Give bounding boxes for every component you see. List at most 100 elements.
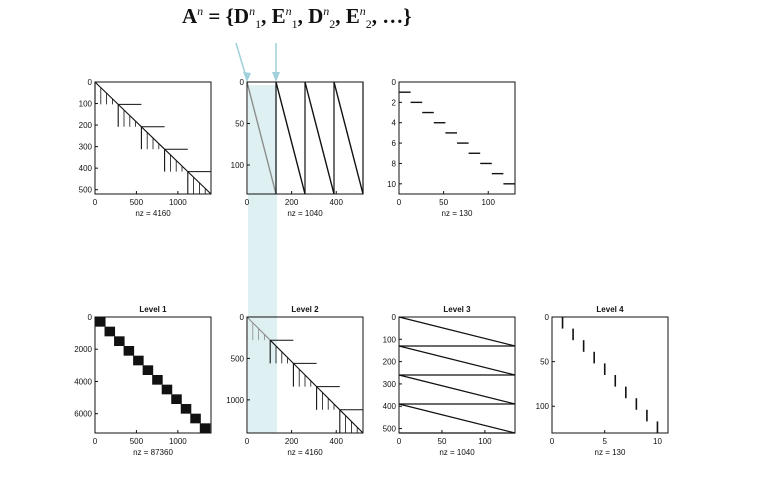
y-tick-label: 50 (235, 119, 244, 128)
x-tick-label: 1000 (169, 198, 187, 207)
y-tick-label: 500 (79, 186, 93, 195)
formula-matrix-a: A (182, 4, 198, 28)
y-tick-label: 0 (88, 313, 93, 322)
diagonal-block (152, 375, 163, 385)
y-tick-label: 500 (383, 425, 397, 434)
data-marks-q3 (398, 316, 516, 434)
x-tick-label: 0 (550, 437, 555, 446)
diagonal-block (190, 413, 201, 424)
formula-d1: D (233, 4, 250, 28)
y-tick-label: 0 (240, 78, 245, 87)
x-axis-label: nz = 4160 (287, 448, 323, 457)
data-marks-p3 (399, 91, 515, 185)
y-tick-label: 100 (383, 335, 397, 344)
y-tick-label: 0 (392, 313, 397, 322)
x-tick-label: 500 (130, 198, 144, 207)
formula-d2: D (308, 4, 324, 28)
panel-title: Level 1 (139, 305, 167, 314)
sawtooth-segment (304, 81, 335, 195)
sawtooth-segment (398, 403, 516, 434)
y-tick-label: 10 (387, 180, 396, 189)
x-tick-label: 400 (330, 437, 344, 446)
diagonal-block (171, 394, 182, 404)
sawtooth-segment (246, 81, 277, 195)
x-axis-label: nz = 130 (595, 448, 626, 457)
data-marks-q1 (95, 317, 211, 433)
y-tick-label: 4 (392, 119, 397, 128)
highlight-band (248, 85, 277, 433)
x-tick-label: 200 (285, 437, 299, 446)
y-tick-label: 500 (231, 354, 245, 363)
y-tick-label: 400 (79, 164, 93, 173)
panel-q1: 0 500 1000 0 2000 4000 6000 nz = 87360 Level 1 (74, 305, 212, 457)
formula-equals: = { (203, 4, 234, 28)
formula-sup-n: n (197, 4, 204, 18)
diagonal-block (123, 346, 135, 356)
x-tick-label: 0 (245, 198, 250, 207)
y-tick-label: 8 (392, 159, 397, 168)
axes-frame (398, 81, 516, 195)
panel-q2: 0 200 400 0 500 1000 nz = 4160 Level 2 (226, 305, 364, 457)
axes-frame (94, 316, 212, 434)
y-tick-label: 6 (392, 139, 397, 148)
y-tick-label: 50 (540, 358, 549, 367)
data-marks-p1 (94, 81, 212, 195)
x-axis-label: nz = 130 (442, 209, 473, 218)
data-marks-q2 (246, 316, 364, 434)
x-tick-label: 0 (397, 437, 402, 446)
x-tick-label: 0 (397, 198, 402, 207)
y-tick-label: 0 (545, 313, 550, 322)
x-tick-label: 0 (93, 437, 98, 446)
panel-title: Level 2 (291, 305, 319, 314)
panel-p3: 0 50 100 0 2 4 6 8 10 nz = 130 (387, 78, 516, 218)
y-tick-label: 100 (79, 100, 93, 109)
panel-title: Level 4 (596, 305, 624, 314)
formula: An = {Dn1, En1, Dn2, En2, …} (182, 4, 412, 32)
x-tick-label: 50 (439, 198, 448, 207)
y-tick-label: 0 (392, 78, 397, 87)
y-tick-label: 4000 (74, 377, 92, 386)
diagonal-block (104, 326, 116, 337)
x-tick-label: 50 (438, 437, 447, 446)
panel-p2: 0 200 400 0 50 100 nz = 1040 (231, 78, 364, 218)
sawtooth-segment (398, 374, 516, 405)
x-tick-label: 5 (603, 437, 608, 446)
x-tick-label: 100 (478, 437, 492, 446)
x-axis-label: nz = 1040 (439, 448, 475, 457)
formula-ellipsis: , …} (371, 4, 412, 28)
x-tick-label: 10 (653, 437, 662, 446)
arrow-d1-head (243, 72, 251, 82)
y-tick-label: 6000 (74, 410, 92, 419)
axes-frame (551, 316, 669, 434)
axes-frame (246, 316, 364, 434)
arrow-e1-head (272, 72, 280, 82)
axes-frame (398, 316, 516, 434)
y-tick-label: 1000 (226, 396, 244, 405)
diagonal-block (114, 336, 125, 346)
x-axis-label: nz = 1040 (287, 209, 323, 218)
panel-q3: 0 50 100 0 100 200 300 400 500 nz = 1040 Level 3 (383, 305, 516, 457)
y-tick-label: 200 (383, 358, 397, 367)
x-tick-label: 400 (330, 198, 344, 207)
diagonal-block (161, 384, 173, 395)
formula-e2: E (345, 4, 360, 28)
diagonal-block (95, 317, 106, 327)
y-tick-label: 0 (88, 78, 93, 87)
sawtooth-segment (398, 316, 516, 347)
x-axis-label: nz = 4160 (135, 209, 171, 218)
data-marks-q4 (561, 317, 659, 433)
sawtooth-segment (275, 81, 306, 195)
sawtooth-segment (333, 81, 364, 195)
formula-e1: E (271, 4, 286, 28)
y-tick-label: 2000 (74, 345, 92, 354)
diagonal-block (142, 365, 154, 375)
y-tick-label: 300 (79, 143, 93, 152)
x-tick-label: 200 (285, 198, 299, 207)
panel-title: Level 3 (443, 305, 471, 314)
diagonal-block (180, 404, 192, 414)
x-tick-label: 100 (482, 198, 496, 207)
diagonal-block (133, 355, 144, 366)
x-tick-label: 0 (245, 437, 250, 446)
